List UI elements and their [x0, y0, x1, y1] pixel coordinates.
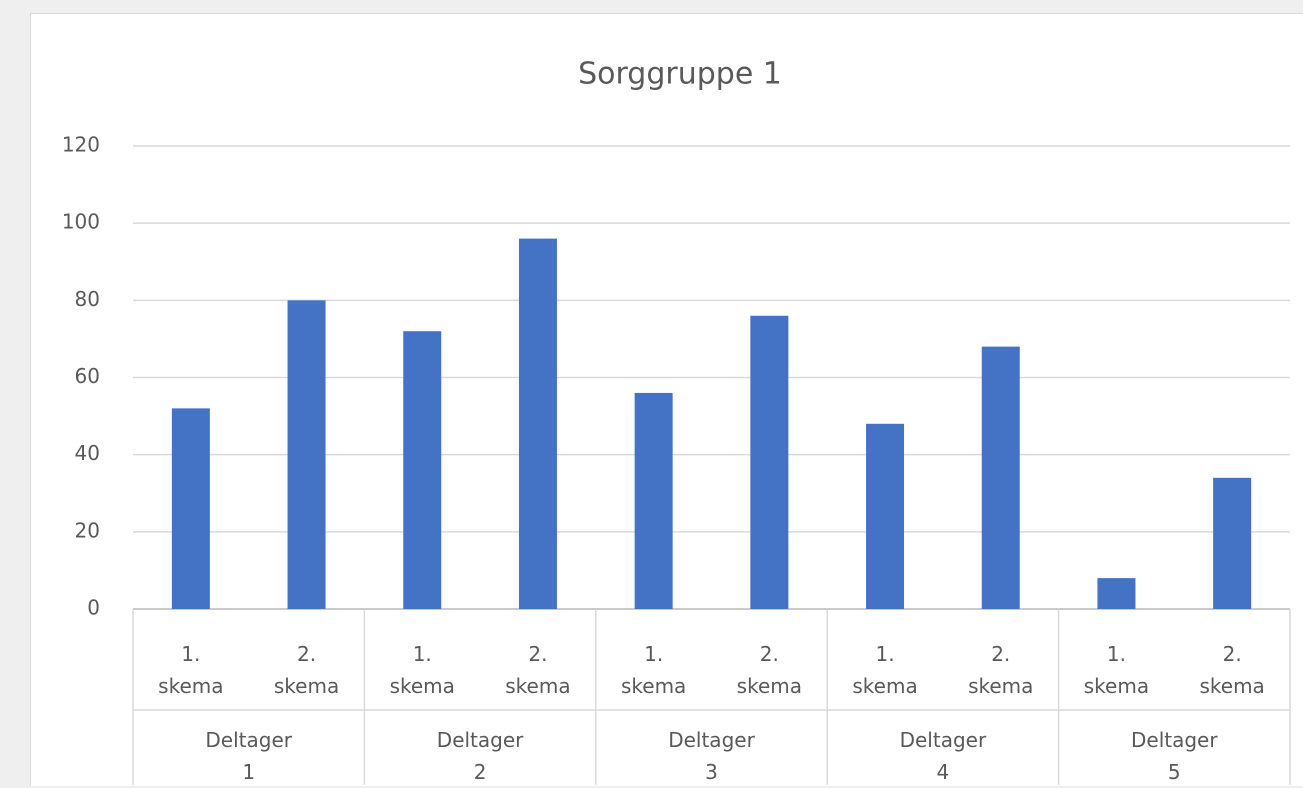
group-label: Deltager 2: [436, 728, 524, 784]
chart-title: Sorggruppe 1: [578, 57, 782, 92]
y-tick-label: 40: [75, 441, 100, 465]
x-tick-label: 1. skema: [158, 642, 224, 698]
bar: [287, 300, 326, 609]
x-tick-label: 2. skema: [1199, 642, 1265, 698]
x-tick-label: 2. skema: [968, 642, 1034, 698]
group-label: Deltager 3: [668, 728, 755, 784]
bar: [866, 423, 905, 609]
x-tick-label: 1. skema: [389, 642, 455, 698]
bar: [171, 408, 210, 609]
y-tick-label: 100: [62, 210, 100, 234]
y-tick-label: 60: [75, 364, 100, 388]
x-tick-label: 2. skema: [505, 642, 571, 698]
x-tick-label: 2. skema: [273, 642, 340, 698]
bar: [403, 331, 442, 609]
bar: [518, 238, 557, 609]
bar: [750, 315, 789, 609]
bar: [981, 346, 1020, 609]
y-tick-label: 120: [62, 133, 100, 157]
bar: [1097, 578, 1136, 609]
group-label: Deltager 4: [899, 728, 987, 784]
x-tick-label: 1. skema: [620, 642, 687, 698]
group-label: Deltager 5: [1131, 728, 1218, 784]
y-tick-label: 20: [75, 518, 100, 542]
x-tick-label: 1. skema: [1083, 642, 1150, 698]
y-tick-label: 0: [87, 596, 100, 620]
x-tick-label: 2. skema: [736, 642, 803, 698]
group-label: Deltager 1: [205, 728, 292, 784]
bar: [634, 392, 673, 609]
y-tick-label: 80: [75, 287, 100, 311]
bar: [1213, 477, 1252, 609]
x-tick-label: 1. skema: [852, 642, 918, 698]
